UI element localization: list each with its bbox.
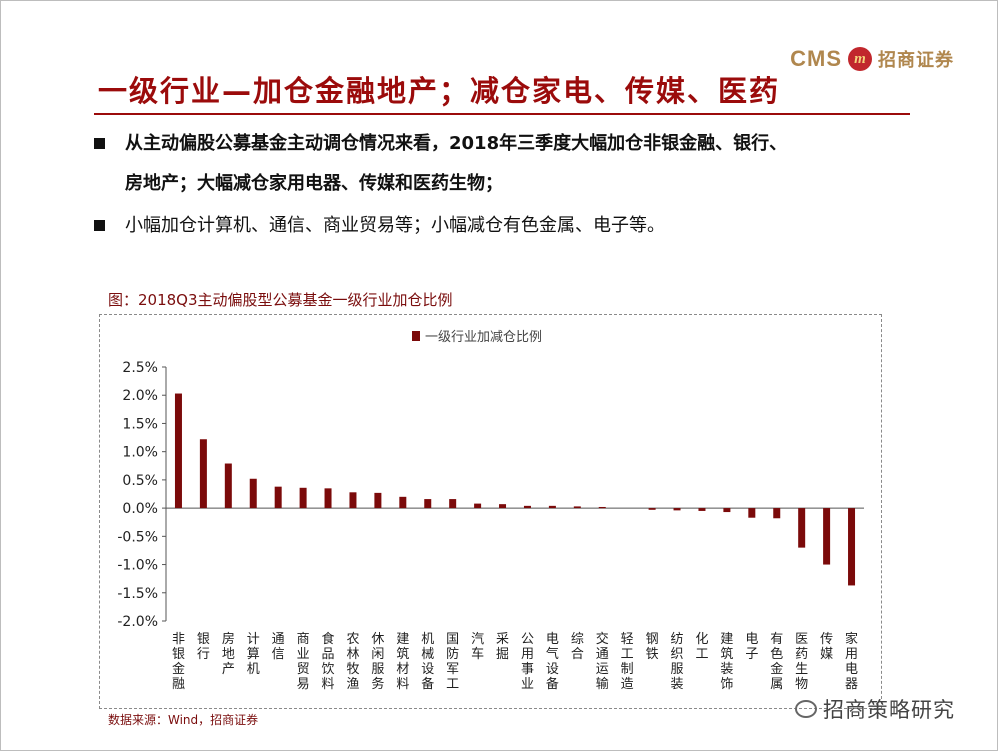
- y-tick-label: 2.5%: [122, 360, 158, 376]
- bar-9: [374, 492, 382, 509]
- bar-2: [199, 439, 207, 509]
- category-label: 机械设备: [421, 632, 434, 692]
- category-label: 传媒: [820, 632, 833, 662]
- category-label: 化工: [695, 632, 708, 662]
- category-label: 建筑装饰: [720, 632, 733, 692]
- category-label: 公用事业: [521, 632, 534, 692]
- category-label: 纺织服装: [671, 632, 684, 692]
- bullet-list: 从主动偏股公募基金主动调仓情况来看，2018年三季度大幅加仓非银金融、银行、 房…: [92, 124, 932, 246]
- bar-8: [349, 492, 357, 509]
- watermark-text: 招商策略研究: [823, 698, 955, 722]
- logo-chinese-name: 招商证券: [878, 50, 954, 71]
- bar-27: [823, 508, 831, 565]
- y-tick-label: -1.0%: [117, 558, 158, 574]
- y-tick-label: 2.0%: [122, 388, 158, 404]
- bullet-item-2: 小幅加仓计算机、通信、商业贸易等；小幅减仓有色金属、电子等。: [92, 206, 932, 246]
- bar-23: [723, 508, 731, 513]
- bullet-item-1: 从主动偏股公募基金主动调仓情况来看，2018年三季度大幅加仓非银金融、银行、 房…: [92, 124, 932, 204]
- category-label: 建筑材料: [396, 632, 409, 692]
- y-tick-label: 1.5%: [122, 416, 158, 432]
- bar-5: [274, 486, 282, 509]
- bar-17: [573, 506, 581, 509]
- category-label: 有色金属: [770, 632, 783, 692]
- bar-12: [449, 499, 457, 509]
- bullet-1-line-2: 房地产；大幅减仓家用电器、传媒和医药生物；: [125, 173, 503, 194]
- bar-chart: 2.5% 2.0% 1.5% 1.0% 0.5% 0.0% -0.5% -1.0% -1.5% -…: [117, 330, 864, 692]
- cms-logo: CMS m 招商证券: [790, 42, 954, 76]
- bar-10: [399, 496, 407, 509]
- category-label: 银行: [197, 632, 210, 662]
- data-source: 数据来源：Wind，招商证券: [108, 713, 259, 727]
- y-tick-label: 1.0%: [122, 445, 158, 461]
- bar-11: [424, 499, 432, 509]
- category-label: 非银金融: [172, 632, 185, 692]
- category-label: 农林牧渔: [346, 632, 359, 692]
- legend-label: 一级行业加减仓比例: [425, 330, 542, 345]
- bar-1: [174, 393, 182, 509]
- category-label: 商业贸易: [297, 632, 310, 692]
- bar-18: [598, 506, 606, 509]
- category-label: 综合: [571, 632, 584, 662]
- bar-24: [748, 508, 756, 518]
- bar-7: [324, 488, 332, 509]
- logo-text: CMS: [790, 46, 842, 71]
- bar-28: [848, 508, 856, 586]
- bar-13: [474, 503, 482, 509]
- category-label: 房地产: [222, 631, 235, 677]
- wechat-icon: [795, 700, 817, 718]
- bullet-1-line-1: 从主动偏股公募基金主动调仓情况来看，2018年三季度大幅加仓非银金融、银行、: [125, 133, 788, 154]
- chart-container: 2.5% 2.0% 1.5% 1.0% 0.5% 0.0% -0.5% -1.0% -1.5% -…: [99, 314, 882, 709]
- category-label: 采掘: [496, 632, 509, 662]
- bar-14: [499, 504, 507, 509]
- category-label: 休闲服务: [371, 632, 384, 692]
- bar-25: [773, 508, 781, 519]
- category-label: 汽车: [471, 632, 484, 662]
- bar-21: [673, 508, 681, 511]
- y-tick-label: 0.0%: [122, 501, 158, 517]
- bar-6: [299, 487, 307, 509]
- category-label: 通信: [272, 632, 285, 662]
- category-label: 医药生物: [795, 632, 808, 692]
- y-tick-label: -0.5%: [117, 529, 158, 545]
- title-divider: [94, 113, 910, 115]
- y-tick-label: -2.0%: [117, 614, 158, 630]
- category-label: 家用电器: [845, 631, 858, 692]
- category-label: 计算机: [247, 632, 260, 677]
- category-label: 交通运输: [596, 631, 609, 692]
- y-tick-label: 0.5%: [122, 473, 158, 489]
- y-tick-label: -1.5%: [117, 586, 158, 602]
- category-label: 国防军工: [446, 632, 459, 692]
- watermark: 招商策略研究: [795, 694, 955, 724]
- bar-20: [648, 508, 656, 510]
- legend-swatch: [412, 331, 420, 341]
- category-label: 轻工制造: [621, 632, 634, 692]
- bar-26: [798, 508, 806, 548]
- logo-mark-icon: m: [848, 47, 872, 71]
- page-title: 一级行业—加仓金融地产；减仓家电、传媒、医药: [98, 74, 781, 108]
- bar-15: [523, 505, 531, 509]
- category-label: 电子: [745, 632, 758, 662]
- bar-22: [698, 508, 706, 511]
- category-label: 电气设备: [546, 632, 559, 692]
- bar-4: [249, 478, 257, 509]
- figure-title: 图：2018Q3主动偏股型公募基金一级行业加仓比例: [108, 291, 453, 309]
- category-label: 钢铁: [646, 632, 659, 662]
- bar-16: [548, 505, 556, 509]
- category-label: 食品饮料: [322, 631, 335, 692]
- bar-3: [224, 463, 232, 509]
- bullet-2-line-1: 小幅加仓计算机、通信、商业贸易等；小幅减仓有色金属、电子等。: [125, 215, 665, 236]
